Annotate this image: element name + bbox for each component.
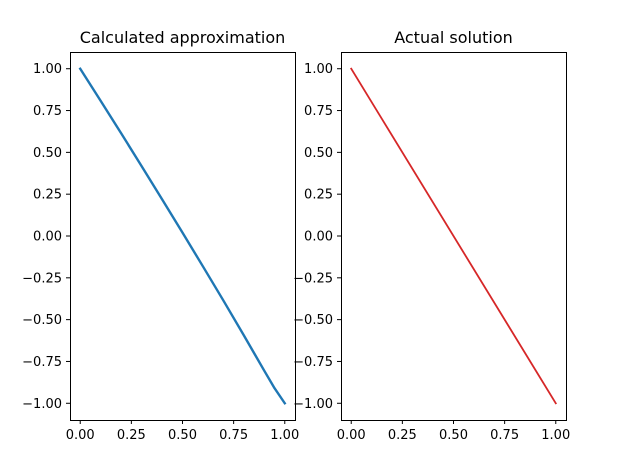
y-tick-label: −0.75 <box>293 355 333 370</box>
y-tick-label: 0.25 <box>33 188 62 203</box>
x-tick-label: 0.75 <box>219 428 248 443</box>
x-tick-label: 1.00 <box>541 428 570 443</box>
series-line-1 <box>78 67 287 405</box>
x-tick-label: 1.00 <box>270 428 299 443</box>
y-tick-label: −1.00 <box>22 397 62 412</box>
x-tick-label: 0.00 <box>66 428 95 443</box>
chart-title: Calculated approximation <box>80 28 286 47</box>
y-tick-label: 0.00 <box>33 230 62 245</box>
y-tick-label: 1.00 <box>304 62 333 77</box>
x-tick-label: 0.50 <box>168 428 197 443</box>
y-tick-label: −0.50 <box>22 313 62 328</box>
y-tick-label: 0.50 <box>304 146 333 161</box>
y-tick-label: 1.00 <box>33 62 62 77</box>
y-tick-label: −0.50 <box>293 313 333 328</box>
chart-title: Actual solution <box>394 28 513 47</box>
y-tick-label: 0.00 <box>304 230 333 245</box>
y-tick-label: −0.25 <box>293 271 333 286</box>
chart-panel-2: Actual solution 0.00 0.25 0.50 0.75 1.00 1.00 0… <box>293 28 570 443</box>
chart-panel-1: Calculated approximation 0.00 0.25 0.50 0.75… <box>22 28 299 443</box>
y-tick-label: 0.75 <box>304 104 333 119</box>
series-line-1 <box>349 67 558 405</box>
x-tick-label: 0.75 <box>490 428 519 443</box>
x-tick-label: 0.50 <box>439 428 468 443</box>
y-tick-label: 0.25 <box>304 188 333 203</box>
y-tick-label: 0.50 <box>33 146 62 161</box>
x-tick-label: 0.00 <box>337 428 366 443</box>
y-tick-label: 0.75 <box>33 104 62 119</box>
x-tick-label: 0.25 <box>117 428 146 443</box>
y-tick-label: −1.00 <box>293 397 333 412</box>
y-tick-label: −0.75 <box>22 355 62 370</box>
y-tick-label: −0.25 <box>22 271 62 286</box>
x-tick-label: 0.25 <box>388 428 417 443</box>
